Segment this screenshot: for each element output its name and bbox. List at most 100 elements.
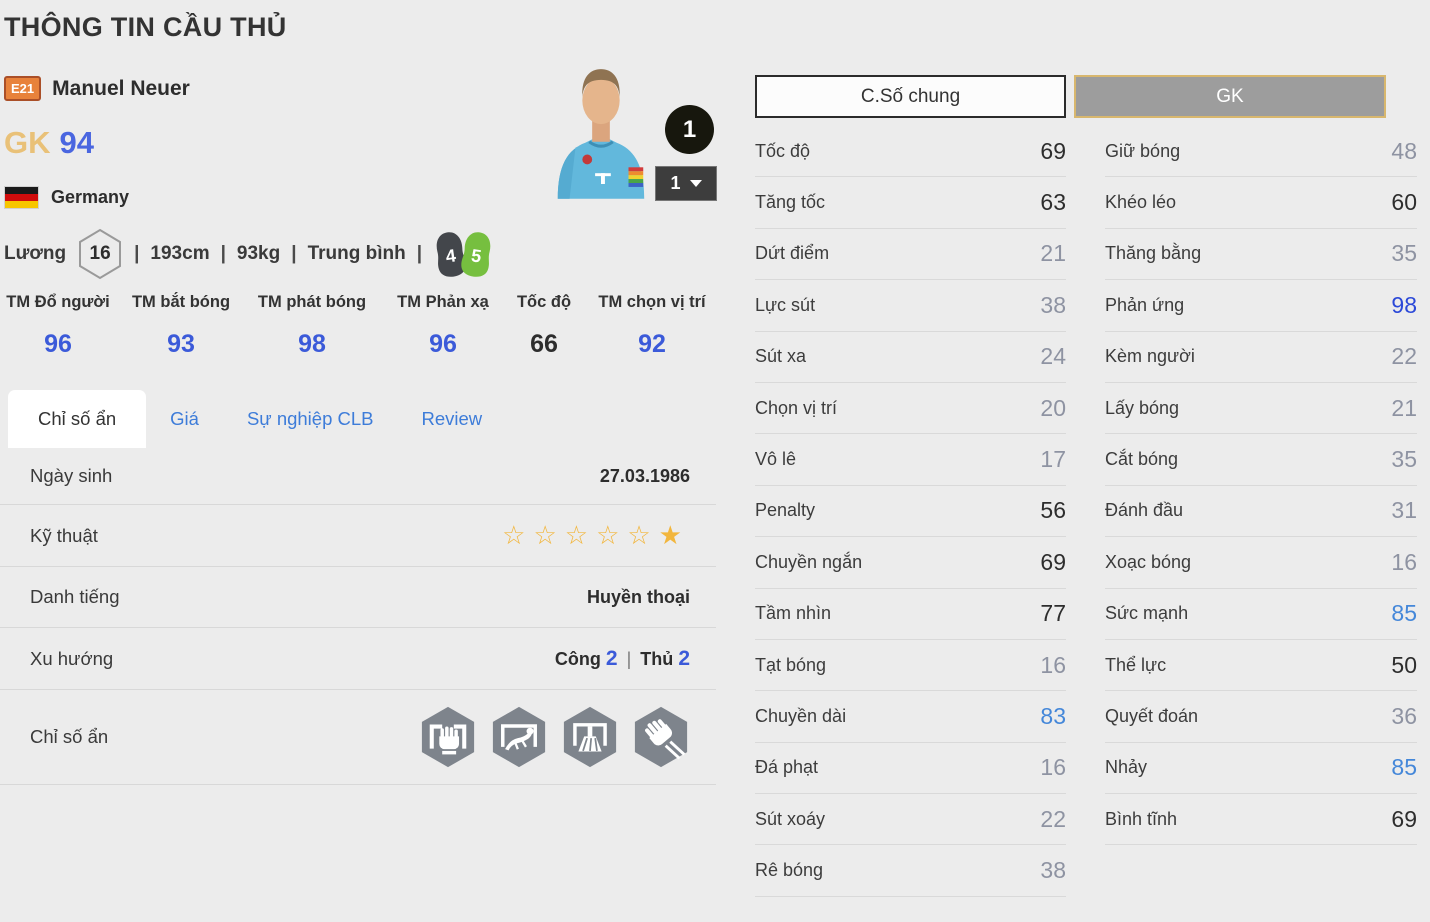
cat-reflex-goal-icon[interactable] (490, 705, 548, 769)
stat-value: 38 (1040, 857, 1066, 884)
stat-label: Quyết đoán (1105, 705, 1199, 726)
stat-label: Sút xa (755, 346, 807, 367)
tm-stat-value: 96 (44, 330, 72, 358)
tm-stat: TM phát bóng 98 (246, 293, 378, 359)
stat-label: Kèm người (1105, 346, 1195, 367)
stat-value: 24 (1040, 343, 1066, 370)
level-selected-value: 1 (670, 173, 681, 193)
stat-label: Xoạc bóng (1105, 551, 1192, 572)
level-dropdown[interactable]: 1 (655, 166, 717, 201)
stat-row: Chuyền dài 83 (755, 691, 1066, 743)
weight-value: 93kg (236, 243, 281, 264)
stat-value: 85 (1391, 754, 1417, 781)
stat-row: Tăng tốc 63 (755, 177, 1066, 229)
tab-club-career[interactable]: Sự nghiệp CLB (246, 408, 374, 429)
player-header: E21 Manuel Neuer (4, 76, 190, 101)
stat-row: Xoạc bóng 16 (1105, 537, 1417, 589)
stat-label: Tốc độ (755, 140, 811, 161)
salary-label: Lương (4, 243, 67, 264)
tm-stat-label: TM bắt bóng (131, 293, 231, 311)
stat-row: Sức mạnh 85 (1105, 589, 1417, 640)
stat-value: 56 (1040, 497, 1066, 524)
birthdate-value: 27.03.1986 (599, 465, 690, 486)
gk-stats-column: GK Giữ bóng 48 Khéo léo 60 Thăng bằng 35 Ph… (1074, 75, 1417, 897)
trend-separator: | (626, 648, 632, 669)
stat-row: Dứt điểm 21 (755, 229, 1066, 281)
gk-stats-header[interactable]: GK (1074, 75, 1386, 118)
salary-hexagon-badge: 16 (77, 228, 123, 280)
stat-value: 22 (1040, 805, 1066, 832)
stat-row: Kèm người 22 (1105, 332, 1417, 383)
general-stats-rows: Tốc độ 69 Tăng tốc 63 Dứt điểm 21 Lực sút 38… (755, 126, 1066, 897)
stat-label: Đá phạt (755, 757, 819, 778)
stat-row: Bình tĩnh 69 (1105, 794, 1417, 846)
stat-value: 22 (1391, 343, 1417, 370)
stat-row: Sút xoáy 22 (755, 794, 1066, 846)
strong-foot-value: 5 (469, 244, 483, 267)
stat-value: 69 (1040, 137, 1066, 164)
meta-separator: | (416, 243, 423, 264)
stat-value: 36 (1391, 702, 1417, 729)
stat-value: 60 (1391, 189, 1417, 216)
stat-label: Rê bóng (755, 860, 824, 881)
germany-flag-icon (5, 187, 38, 208)
meta-separator: | (291, 243, 297, 264)
stat-row: Chuyền ngắn 69 (755, 537, 1066, 589)
tm-stat-label: TM phát bóng (257, 293, 367, 311)
level-badge: 1 (665, 105, 714, 154)
stat-label: Giữ bóng (1105, 140, 1181, 161)
stat-row: Tốc độ 69 (755, 126, 1066, 178)
overall-rating: 94 (59, 125, 94, 160)
tm-stat-label: TM chọn vị trí (598, 293, 706, 311)
stat-row: Lực sút 38 (755, 280, 1066, 332)
tm-stats-row: TM Đổ người 96 TM bắt bóng 93 TM phát bó… (0, 293, 724, 359)
position-rating: GK 94 (4, 125, 94, 161)
hidden-stats-table: Ngày sinh 27.03.1986 Kỹ thuật ☆☆☆☆☆★ Dan… (0, 448, 716, 785)
skill-moves-row: Kỹ thuật ☆☆☆☆☆★ (0, 505, 716, 567)
season-badge: E21 (4, 76, 42, 101)
gk-glove-goal-icon[interactable] (419, 705, 477, 769)
stat-label: Lực sút (755, 294, 816, 315)
stat-row: Vô lê 17 (755, 434, 1066, 486)
skill-stars-icon: ☆☆☆☆☆★ (502, 520, 690, 550)
stat-label: Penalty (755, 500, 816, 521)
tab-hidden-stats[interactable]: Chỉ số ẩn (8, 390, 147, 448)
stat-value: 21 (1391, 394, 1417, 421)
stat-label: Sút xoáy (755, 808, 826, 829)
tm-stat-value: 96 (429, 330, 457, 358)
trend-defense-label: Thủ (640, 648, 674, 669)
fame-label: Danh tiếng (30, 586, 120, 607)
stat-label: Cắt bóng (1105, 449, 1179, 470)
broom-clean-sheet-icon[interactable] (561, 705, 619, 769)
trend-defense-value: 2 (678, 646, 690, 670)
birthdate-row: Ngày sinh 27.03.1986 (0, 448, 716, 505)
gk-gloves-pair-icon[interactable] (632, 705, 690, 769)
stat-row: Chọn vị trí 20 (755, 383, 1066, 435)
stat-row: Đá phạt 16 (755, 743, 1066, 795)
general-stats-header[interactable]: C.Số chung (755, 75, 1066, 118)
stat-label: Tạt bóng (755, 654, 827, 675)
nation-name: Germany (51, 187, 130, 207)
stat-value: 16 (1391, 548, 1417, 575)
birthdate-label: Ngày sinh (30, 465, 113, 486)
stat-value: 20 (1040, 394, 1066, 421)
body-type-value: Trung bình (307, 243, 406, 264)
stat-row: Giữ bóng 48 (1105, 126, 1417, 178)
trend-value: Công 2 | Thủ 2 (555, 647, 690, 671)
stat-row: Penalty 56 (755, 486, 1066, 538)
tm-stat: TM bắt bóng 93 (116, 293, 246, 359)
tab-price[interactable]: Giá (170, 408, 199, 429)
stat-label: Thể lực (1105, 654, 1167, 675)
tm-stat: TM Phản xạ 96 (378, 293, 508, 359)
stat-label: Dứt điểm (755, 243, 830, 264)
stat-label: Chuyền ngắn (755, 551, 863, 572)
tab-review[interactable]: Review (421, 408, 483, 429)
stat-label: Sức mạnh (1105, 603, 1189, 624)
foot-skill-icons: 4 5 (435, 231, 492, 278)
fame-value: Huyền thoại (586, 586, 690, 607)
gk-stats-rows: Giữ bóng 48 Khéo léo 60 Thăng bằng 35 Phản … (1105, 126, 1417, 846)
height-value: 193cm (150, 243, 210, 264)
trend-row: Xu hướng Công 2 | Thủ 2 (0, 628, 716, 690)
position-label: GK (4, 125, 51, 160)
